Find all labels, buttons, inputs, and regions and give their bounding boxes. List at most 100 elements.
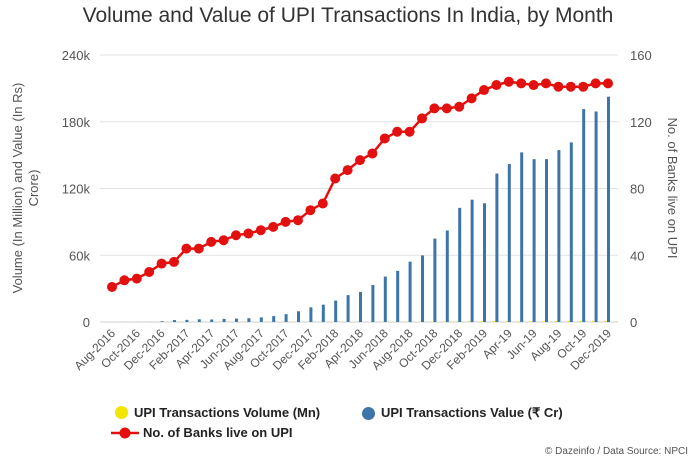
- bar-value: [185, 319, 189, 322]
- bar-volume: [517, 321, 520, 322]
- y-tick-label: 240k: [62, 48, 91, 63]
- banks-point: [392, 126, 403, 137]
- bar-value: [582, 109, 586, 322]
- bar-value: [445, 230, 449, 322]
- banks-point: [280, 216, 291, 227]
- banks-point: [317, 198, 328, 209]
- bar-value: [334, 300, 338, 322]
- banks-point: [107, 281, 117, 292]
- bar-value: [594, 111, 598, 323]
- bar-volume: [492, 321, 495, 322]
- banks-point: [367, 148, 378, 159]
- bar-volume: [579, 320, 582, 322]
- banks-point: [181, 243, 192, 254]
- bar-volume: [530, 321, 533, 322]
- banks-point: [169, 256, 179, 267]
- y-tick-label: 120k: [62, 182, 91, 197]
- banks-point: [268, 221, 279, 232]
- banks-point: [541, 78, 551, 89]
- bar-value: [421, 255, 424, 322]
- banks-point: [119, 275, 130, 286]
- legend-item-value[interactable]: UPI Transactions Value (₹ Cr): [362, 405, 563, 421]
- bar-value: [173, 320, 176, 322]
- banks-point: [355, 155, 365, 166]
- bar-value: [483, 203, 486, 322]
- bar-value: [235, 318, 238, 322]
- banks-point: [206, 236, 217, 247]
- bar-value: [359, 291, 362, 322]
- y-tick-label: 180k: [62, 115, 91, 130]
- banks-point: [144, 266, 155, 277]
- banks-point: [516, 78, 527, 89]
- bar-value: [297, 311, 300, 322]
- banks-point: [441, 103, 452, 114]
- banks-point: [528, 80, 539, 91]
- bar-value: [569, 142, 573, 322]
- legend-marker-banks: [111, 427, 139, 438]
- bar-value: [433, 238, 437, 322]
- banks-point: [429, 103, 440, 114]
- bar-value: [197, 319, 201, 322]
- bar-value: [545, 159, 548, 322]
- banks-point: [379, 133, 390, 144]
- bar-value: [520, 152, 524, 322]
- bar-volume: [505, 321, 508, 322]
- bar-value: [222, 318, 226, 322]
- bar-value: [210, 319, 214, 322]
- bar-value: [396, 270, 400, 322]
- bar-volume: [604, 320, 607, 322]
- y2-tick-label: 160: [630, 48, 652, 63]
- banks-point: [330, 173, 341, 184]
- legend-item-banks[interactable]: No. of Banks live on UPI: [111, 425, 293, 440]
- banks-point: [553, 81, 564, 92]
- bar-volume: [455, 321, 458, 322]
- bar-value: [371, 284, 375, 322]
- bar-value: [247, 318, 251, 322]
- bar-value: [259, 317, 263, 322]
- banks-point: [243, 228, 254, 239]
- bar-value: [321, 304, 325, 322]
- bar-value: [458, 207, 462, 322]
- bar-value: [284, 314, 288, 322]
- banks-point: [479, 85, 489, 96]
- chart-title: Volume and Value of UPI Transactions In …: [82, 4, 614, 27]
- banks-point: [454, 101, 465, 112]
- legend-item-volume[interactable]: UPI Transactions Volume (Mn): [115, 405, 320, 420]
- legend-marker-volume: [115, 406, 128, 419]
- banks-point: [565, 81, 576, 92]
- bar-volume: [468, 321, 471, 322]
- bar-value: [408, 261, 412, 322]
- bar-volume: [480, 321, 483, 322]
- y2-tick-label: 120: [630, 115, 652, 130]
- bar-value: [507, 163, 511, 322]
- bar-value: [160, 321, 164, 322]
- bar-value: [346, 295, 350, 322]
- legend-label-value: UPI Transactions Value (₹ Cr): [381, 405, 563, 420]
- legend-marker-value: [362, 406, 375, 420]
- bar-volume: [567, 320, 570, 322]
- banks-point: [603, 78, 613, 89]
- y-axis-title-line2: Crore): [26, 170, 41, 207]
- bar-value: [532, 159, 536, 322]
- y-axis-title: Volume (In Million) and Value (In Rs): [10, 83, 25, 294]
- banks-point: [305, 205, 316, 216]
- bar-value: [272, 316, 276, 322]
- y2-axis-title: No. of Banks live on UPI: [665, 118, 680, 259]
- legend-label-volume: UPI Transactions Volume (Mn): [134, 405, 321, 420]
- banks-point: [131, 273, 142, 284]
- y2-tick-label: 40: [630, 248, 644, 263]
- banks-point: [590, 78, 601, 89]
- banks-point: [417, 113, 427, 124]
- banks-point: [193, 243, 204, 254]
- banks-point: [218, 235, 229, 246]
- bar-value: [383, 276, 387, 322]
- banks-point: [578, 81, 589, 92]
- banks-point: [342, 165, 353, 176]
- bar-volume: [592, 320, 595, 322]
- banks-point: [503, 76, 514, 87]
- y2-tick-label: 0: [630, 315, 637, 330]
- y-tick-label: 60k: [69, 248, 90, 263]
- y2-tick-label: 80: [630, 182, 644, 197]
- y-tick-label: 0: [83, 315, 90, 330]
- bar-volume: [430, 321, 433, 322]
